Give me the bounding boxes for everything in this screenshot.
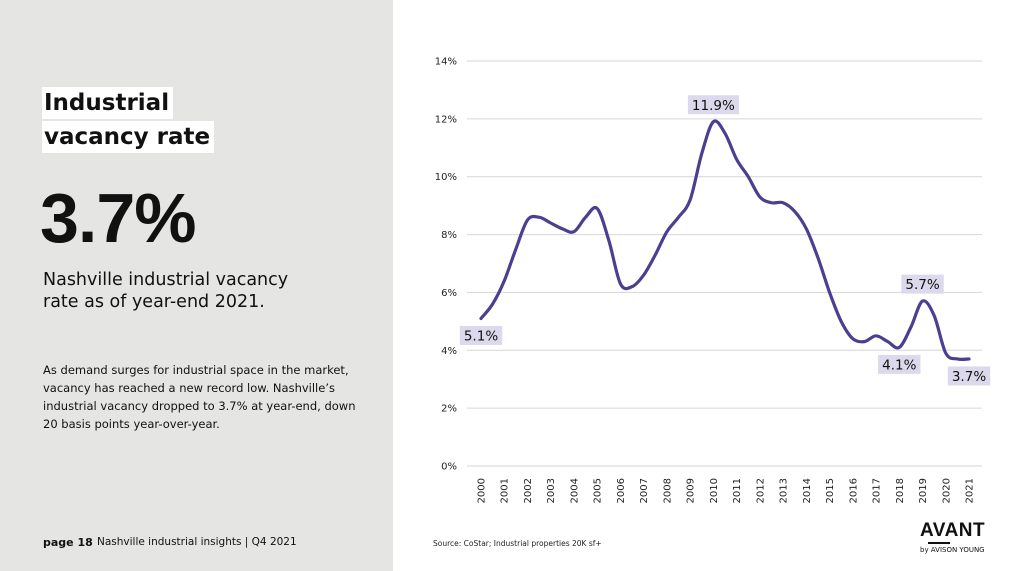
source-note: Source: CoStar; Industrial properties 20…: [433, 539, 602, 548]
data-label-text: 5.7%: [905, 277, 939, 293]
y-axis-tick-labels: 0% 2% 4% 6% 8% 10% 12% 14%: [435, 57, 457, 473]
y-tick-label: 8%: [441, 230, 457, 241]
series-layer: [479, 119, 971, 361]
left-panel: Industrial vacancy rate 3.7% Nashville i…: [0, 0, 393, 571]
y-tick-label: 2%: [441, 404, 457, 415]
x-tick-label: 2017: [872, 478, 883, 503]
x-tick-label: 2016: [848, 478, 859, 503]
x-tick-label: 2018: [895, 478, 906, 503]
y-tick-label: 6%: [441, 288, 457, 299]
logo-tagline: by AVISON YOUNG: [920, 546, 985, 554]
data-label: 5.1%: [459, 325, 503, 345]
x-tick-label: 2015: [825, 478, 836, 503]
x-tick-label: 2019: [918, 478, 929, 503]
data-label-bg: [878, 354, 921, 374]
chart-grid: [467, 60, 982, 467]
data-label-text: 3.7%: [952, 369, 986, 385]
avant-logo: AVANT by AVISON YOUNG: [920, 521, 1010, 561]
data-label: 3.7%: [947, 366, 991, 386]
publication-title: Nashville industrial insights | Q4 2021: [97, 536, 297, 548]
y-tick-label: 14%: [435, 57, 457, 68]
data-labels: 5.1% 11.9% 4.1% 5.7% 3.7%: [459, 95, 991, 386]
y-tick-label: 0%: [441, 462, 457, 473]
series-line: [479, 119, 971, 361]
logo-underline: [928, 542, 950, 544]
data-label-bg: [901, 274, 944, 294]
y-tick-label: 12%: [435, 114, 457, 125]
x-tick-label: 2011: [732, 478, 743, 503]
data-label: 5.7%: [901, 274, 944, 294]
data-label: 11.9%: [687, 95, 739, 115]
x-tick-label: 2002: [523, 478, 534, 503]
data-label-bg: [459, 325, 503, 345]
x-tick-label: 2021: [965, 478, 976, 503]
x-tick-label: 2005: [593, 478, 604, 503]
logo-wordmark: AVANT: [920, 520, 986, 541]
data-label-text: 5.1%: [464, 328, 498, 344]
data-label: 4.1%: [878, 354, 921, 374]
x-tick-label: 2007: [639, 478, 650, 503]
title-line-1: Industrial: [42, 87, 174, 119]
headline-number: 3.7%: [40, 179, 197, 257]
x-tick-label: 2010: [709, 478, 720, 503]
page-number: page 18: [43, 536, 93, 549]
data-label-text: 4.1%: [882, 357, 916, 373]
x-axis-tick-labels: 2000 2001 2002 2003 2004 2005 2006 2007 2008 2009…: [477, 478, 976, 503]
x-tick-label: 2004: [569, 478, 580, 503]
y-tick-label: 10%: [435, 172, 457, 183]
x-tick-label: 2006: [616, 478, 627, 503]
x-tick-label: 2001: [500, 478, 511, 503]
x-tick-label: 2013: [779, 478, 790, 503]
title-line-2: vacancy rate: [42, 121, 215, 153]
data-label-bg: [687, 95, 739, 115]
x-tick-label: 2012: [755, 478, 766, 503]
x-tick-label: 2000: [477, 478, 488, 503]
data-label-bg: [947, 366, 991, 386]
x-tick-label: 2014: [802, 478, 813, 503]
x-tick-label: 2020: [941, 478, 952, 503]
x-tick-label: 2009: [686, 478, 697, 503]
data-label-text: 11.9%: [692, 98, 735, 114]
description: As demand surges for industrial space in…: [43, 363, 356, 431]
x-tick-label: 2003: [546, 478, 557, 503]
x-tick-label: 2008: [662, 478, 673, 503]
y-tick-label: 4%: [441, 346, 457, 357]
subtitle: Nashville industrial vacancy rate as of …: [43, 270, 289, 312]
